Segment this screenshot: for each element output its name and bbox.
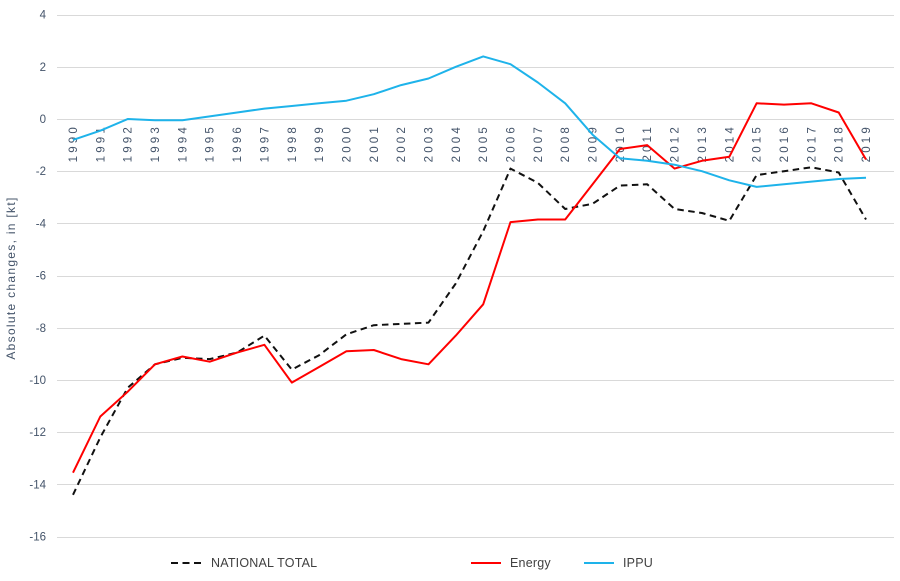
legend-item-national-total: NATIONAL TOTAL	[171, 553, 317, 573]
y-tick-label: -14	[29, 479, 46, 491]
x-tick-label: 2018	[834, 124, 846, 162]
energy-line-swatch	[471, 562, 501, 564]
x-tick-label: 2015	[752, 124, 764, 162]
y-tick-label: 4	[40, 10, 47, 22]
y-tick-label: 2	[40, 62, 46, 74]
x-tick-label: 2008	[560, 124, 572, 162]
x-tick-label: 2001	[369, 124, 381, 162]
series-line-energy	[72, 102, 867, 474]
national-total-dashed-line-swatch	[171, 562, 202, 564]
y-tick-label: -16	[29, 532, 46, 544]
y-tick-label: -10	[29, 375, 46, 387]
x-tick-label: 1999	[314, 124, 326, 162]
x-tick-label: 1993	[150, 124, 162, 162]
y-tick-label: -2	[36, 166, 46, 178]
x-tick-label: 2017	[806, 124, 818, 162]
x-tick-label: 2016	[779, 124, 791, 162]
x-tick-label: 1994	[177, 124, 189, 162]
y-tick-label: -6	[36, 271, 46, 283]
x-tick-label: 1991	[95, 124, 107, 162]
y-tick-label: -8	[36, 323, 46, 335]
x-tick-label: 2011	[642, 124, 654, 162]
x-tick-label: 2004	[451, 124, 463, 162]
legend-label-ippu: IPPU	[623, 556, 653, 570]
legend-label-national-total: NATIONAL TOTAL	[211, 556, 318, 570]
legend-item-energy: Energy	[471, 553, 551, 573]
x-tick-label: 2013	[697, 124, 709, 162]
x-tick-label: 1996	[232, 124, 244, 162]
x-tick-label: 2012	[670, 124, 682, 162]
legend-label-energy: Energy	[510, 556, 551, 570]
x-tick-label: 2005	[478, 124, 490, 162]
x-tick-label: 2000	[341, 124, 353, 162]
legend: NATIONAL TOTAL Energy IPPU	[0, 553, 900, 575]
series-line-ippu	[72, 55, 867, 188]
x-tick-label: 1998	[287, 124, 299, 162]
x-tick-label: 1995	[205, 124, 217, 162]
x-tick-label: 1992	[123, 124, 135, 162]
legend-item-ippu: IPPU	[584, 553, 653, 573]
y-axis-title: Absolute changes, in [kt]	[4, 196, 18, 360]
y-tick-label: -4	[36, 218, 47, 230]
y-tick-label: 0	[40, 114, 46, 126]
x-tick-label: 2002	[396, 124, 408, 162]
x-tick-label: 2007	[533, 124, 545, 162]
x-tick-label: 1997	[259, 124, 271, 162]
series-line-national-total	[72, 166, 867, 496]
x-tick-label: 2014	[724, 124, 736, 162]
ippu-line-swatch	[584, 562, 614, 564]
x-tick-label: 2019	[861, 124, 873, 162]
x-tick-label: 2003	[423, 124, 435, 162]
x-tick-label: 1990	[68, 124, 80, 162]
x-tick-label: 2006	[506, 124, 518, 162]
y-tick-label: -12	[29, 427, 46, 439]
